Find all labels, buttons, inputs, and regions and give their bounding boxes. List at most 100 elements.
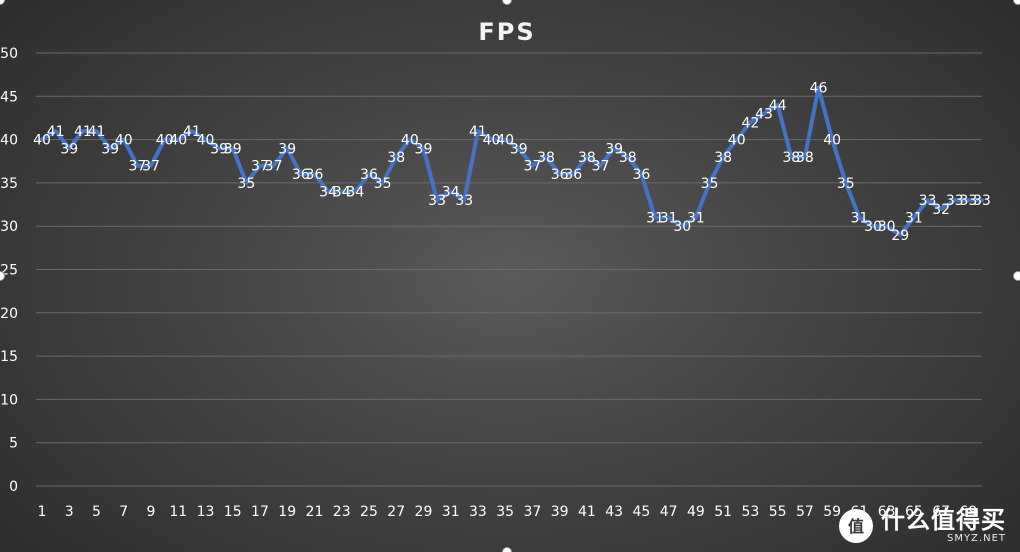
data-label: 34 [319, 185, 337, 201]
y-tick-label: 35 [0, 176, 18, 192]
data-labels: 4041394141394037374040414039393537373936… [33, 81, 991, 244]
x-tick-label: 45 [633, 504, 651, 520]
data-label: 33 [455, 193, 473, 209]
series-line [40, 85, 984, 237]
resize-handle-bottom-center[interactable] [502, 547, 512, 552]
x-tick-label: 19 [278, 504, 296, 520]
data-label: 30 [864, 219, 882, 235]
data-label: 30 [878, 219, 896, 235]
watermark-text: 什么值得买 [881, 506, 1006, 534]
x-tick-label: 17 [251, 504, 269, 520]
data-label: 35 [237, 176, 255, 192]
smzdm-logo-icon: 值 [839, 509, 873, 543]
data-label: 37 [265, 159, 283, 175]
x-tick-label: 43 [605, 504, 623, 520]
data-label: 33 [946, 193, 964, 209]
x-tick-label: 5 [92, 504, 101, 520]
x-tick-label: 41 [578, 504, 596, 520]
data-label: 38 [714, 150, 732, 166]
data-label: 33 [959, 193, 977, 209]
data-label: 35 [701, 176, 719, 192]
y-tick-label: 50 [0, 46, 18, 62]
data-label: 36 [551, 167, 569, 183]
data-label: 31 [687, 211, 705, 227]
data-label: 39 [60, 141, 78, 157]
x-tick-label: 27 [387, 504, 405, 520]
x-tick-label: 9 [147, 504, 156, 520]
data-label: 34 [442, 185, 460, 201]
x-tick-label: 49 [687, 504, 705, 520]
y-tick-label: 30 [0, 219, 18, 235]
data-label: 40 [728, 133, 746, 149]
x-tick-label: 33 [469, 504, 487, 520]
watermark-subtext: SMYZ.NET [946, 533, 1006, 544]
x-tick-label: 57 [796, 504, 814, 520]
watermark: 值 什么值得买 SMYZ.NET [839, 508, 1006, 544]
data-label: 33 [919, 193, 937, 209]
data-label: 40 [401, 133, 419, 149]
x-tick-label: 37 [524, 504, 542, 520]
gridlines [36, 52, 982, 487]
data-label: 31 [905, 211, 923, 227]
data-label: 37 [128, 159, 146, 175]
data-label: 38 [578, 150, 596, 166]
data-label: 31 [850, 211, 868, 227]
x-tick-label: 31 [442, 504, 460, 520]
data-label: 37 [251, 159, 269, 175]
data-label: 36 [306, 167, 324, 183]
x-tick-label: 63 [878, 504, 896, 520]
data-label: 34 [346, 185, 364, 201]
x-tick-label: 35 [496, 504, 514, 520]
x-tick-label: 39 [551, 504, 569, 520]
x-tick-label: 29 [415, 504, 433, 520]
x-tick-label: 23 [333, 504, 351, 520]
data-label: 38 [796, 150, 814, 166]
chart-title: FPS [478, 18, 535, 46]
data-label: 34 [333, 185, 351, 201]
data-label: 36 [360, 167, 378, 183]
data-label: 37 [142, 159, 160, 175]
data-label: 35 [374, 176, 392, 192]
x-tick-label: 53 [741, 504, 759, 520]
data-label: 40 [496, 133, 514, 149]
data-label: 31 [646, 211, 664, 227]
x-tick-label: 15 [224, 504, 242, 520]
x-tick-label: 21 [306, 504, 324, 520]
data-label: 36 [292, 167, 310, 183]
data-label: 38 [782, 150, 800, 166]
data-label: 33 [428, 193, 446, 209]
data-label: 32 [932, 202, 950, 218]
data-label: 31 [660, 211, 678, 227]
x-tick-label: 13 [197, 504, 215, 520]
data-label: 30 [673, 219, 691, 235]
data-label: 38 [537, 150, 555, 166]
x-tick-label: 1 [38, 504, 47, 520]
fps-series-line [40, 85, 984, 237]
resize-handle-top-right[interactable] [1013, 0, 1020, 5]
data-label: 37 [592, 159, 610, 175]
data-label: 40 [169, 133, 187, 149]
x-tick-label: 69 [959, 504, 977, 520]
x-tick-label: 25 [360, 504, 378, 520]
resize-handle-middle-right[interactable] [1013, 271, 1020, 281]
x-tick-label: 59 [823, 504, 841, 520]
data-label: 39 [278, 141, 296, 157]
y-tick-label: 15 [0, 349, 18, 365]
data-label: 39 [510, 141, 528, 157]
svg-text:值: 值 [848, 517, 864, 536]
x-tick-label: 3 [65, 504, 74, 520]
data-label: 41 [74, 124, 92, 140]
data-label: 39 [415, 141, 433, 157]
data-label: 41 [88, 124, 106, 140]
x-axis-labels: 1 3 5 7 9 11 13 15 17 19 21 23 25 27 29 31 33 35 37 39 41 43 4… [38, 504, 978, 520]
x-tick-label: 55 [769, 504, 787, 520]
data-label: 43 [755, 107, 773, 123]
y-tick-label: 20 [0, 306, 18, 322]
data-label: 39 [210, 141, 228, 157]
data-label: 40 [197, 133, 215, 149]
data-label: 38 [387, 150, 405, 166]
data-label: 40 [823, 133, 841, 149]
data-label: 40 [156, 133, 174, 149]
